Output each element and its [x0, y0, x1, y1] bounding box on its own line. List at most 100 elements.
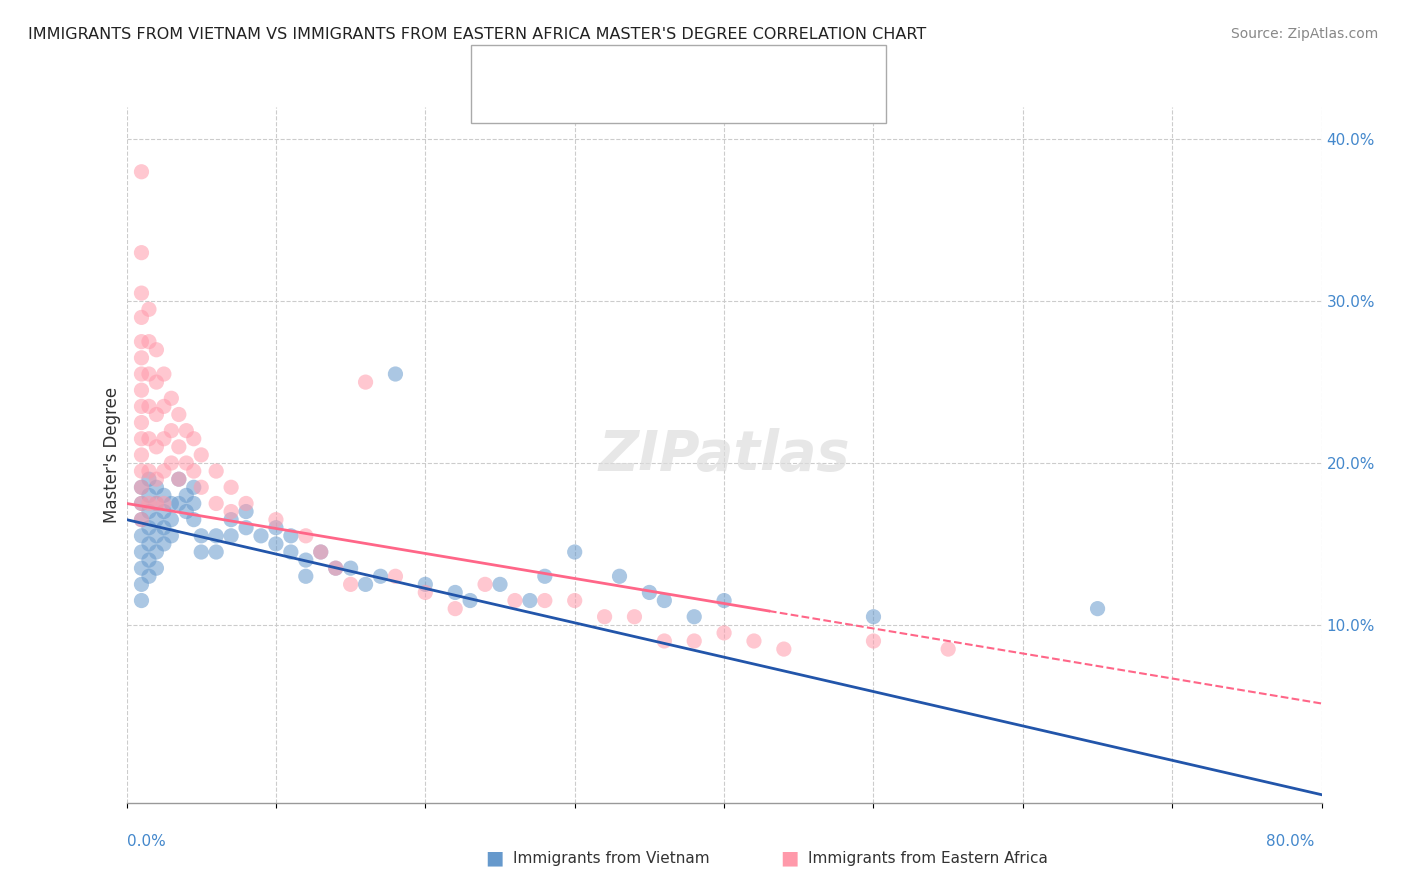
Point	[160, 424, 183, 438]
Point	[280, 545, 302, 559]
Point	[153, 367, 176, 381]
Point	[183, 432, 205, 446]
Point	[145, 408, 167, 422]
Point	[183, 513, 205, 527]
Point	[219, 513, 242, 527]
Point	[325, 561, 347, 575]
Text: ZIPatlas: ZIPatlas	[599, 428, 849, 482]
Point	[205, 529, 228, 543]
Point	[160, 392, 183, 406]
Point	[131, 545, 153, 559]
Point	[174, 504, 197, 518]
Text: Immigrants from Eastern Africa: Immigrants from Eastern Africa	[808, 851, 1049, 865]
Point	[742, 634, 765, 648]
Point	[384, 569, 406, 583]
Point	[564, 593, 586, 607]
Point	[167, 408, 190, 422]
Point	[145, 375, 167, 389]
Text: ■: ■	[780, 848, 799, 868]
Point	[280, 529, 302, 543]
Point	[309, 545, 332, 559]
Point	[415, 577, 437, 591]
Point	[131, 464, 153, 478]
Point	[444, 585, 467, 599]
Point	[131, 400, 153, 414]
Point	[131, 513, 153, 527]
Point	[131, 286, 153, 301]
Point	[131, 593, 153, 607]
Point	[205, 496, 228, 510]
Point	[131, 448, 153, 462]
Point	[1087, 601, 1109, 615]
Point	[138, 537, 160, 551]
Point	[131, 383, 153, 397]
Point	[145, 440, 167, 454]
Point	[534, 593, 557, 607]
Point	[683, 634, 706, 648]
Text: 80.0%: 80.0%	[1267, 834, 1315, 849]
Point	[138, 334, 160, 349]
Point	[131, 496, 153, 510]
Point	[131, 577, 153, 591]
Point	[294, 569, 316, 583]
Point	[683, 609, 706, 624]
Point	[131, 561, 153, 575]
Point	[219, 504, 242, 518]
Point	[138, 302, 160, 317]
Y-axis label: Master's Degree: Master's Degree	[103, 387, 121, 523]
Point	[190, 529, 212, 543]
Point	[138, 488, 160, 502]
Point	[138, 504, 160, 518]
Point	[339, 577, 361, 591]
Point	[294, 553, 316, 567]
Point	[623, 609, 645, 624]
Point	[153, 400, 176, 414]
Point	[773, 642, 796, 657]
Text: IMMIGRANTS FROM VIETNAM VS IMMIGRANTS FROM EASTERN AFRICA MASTER'S DEGREE CORREL: IMMIGRANTS FROM VIETNAM VS IMMIGRANTS FR…	[28, 27, 927, 42]
Point	[713, 593, 735, 607]
Point	[325, 561, 347, 575]
Point	[145, 513, 167, 527]
Point	[609, 569, 631, 583]
Point	[190, 448, 212, 462]
Point	[138, 400, 160, 414]
Point	[153, 496, 176, 510]
Point	[167, 472, 190, 486]
Point	[167, 440, 190, 454]
Text: Source: ZipAtlas.com: Source: ZipAtlas.com	[1230, 27, 1378, 41]
Text: Immigrants from Vietnam: Immigrants from Vietnam	[513, 851, 710, 865]
Point	[219, 480, 242, 494]
Point	[183, 480, 205, 494]
Point	[235, 504, 257, 518]
Point	[354, 577, 377, 591]
Text: ■: ■	[495, 88, 513, 108]
Point	[131, 480, 153, 494]
Point	[138, 432, 160, 446]
Text: ■: ■	[485, 848, 503, 868]
Point	[936, 642, 959, 657]
Point	[354, 375, 377, 389]
Point	[153, 521, 176, 535]
Point	[862, 634, 884, 648]
Point	[138, 569, 160, 583]
Point	[183, 464, 205, 478]
Point	[138, 464, 160, 478]
Point	[131, 416, 153, 430]
Point	[489, 577, 512, 591]
Point	[153, 432, 176, 446]
Point	[652, 634, 675, 648]
Point	[294, 529, 316, 543]
Point	[160, 456, 183, 470]
Text: ■: ■	[495, 55, 513, 75]
Point	[145, 561, 167, 575]
Point	[138, 496, 160, 510]
Point	[174, 424, 197, 438]
Point	[131, 310, 153, 325]
Point	[174, 456, 197, 470]
Point	[264, 537, 287, 551]
Point	[138, 367, 160, 381]
Point	[264, 513, 287, 527]
Point	[235, 496, 257, 510]
Point	[153, 537, 176, 551]
Point	[370, 569, 392, 583]
